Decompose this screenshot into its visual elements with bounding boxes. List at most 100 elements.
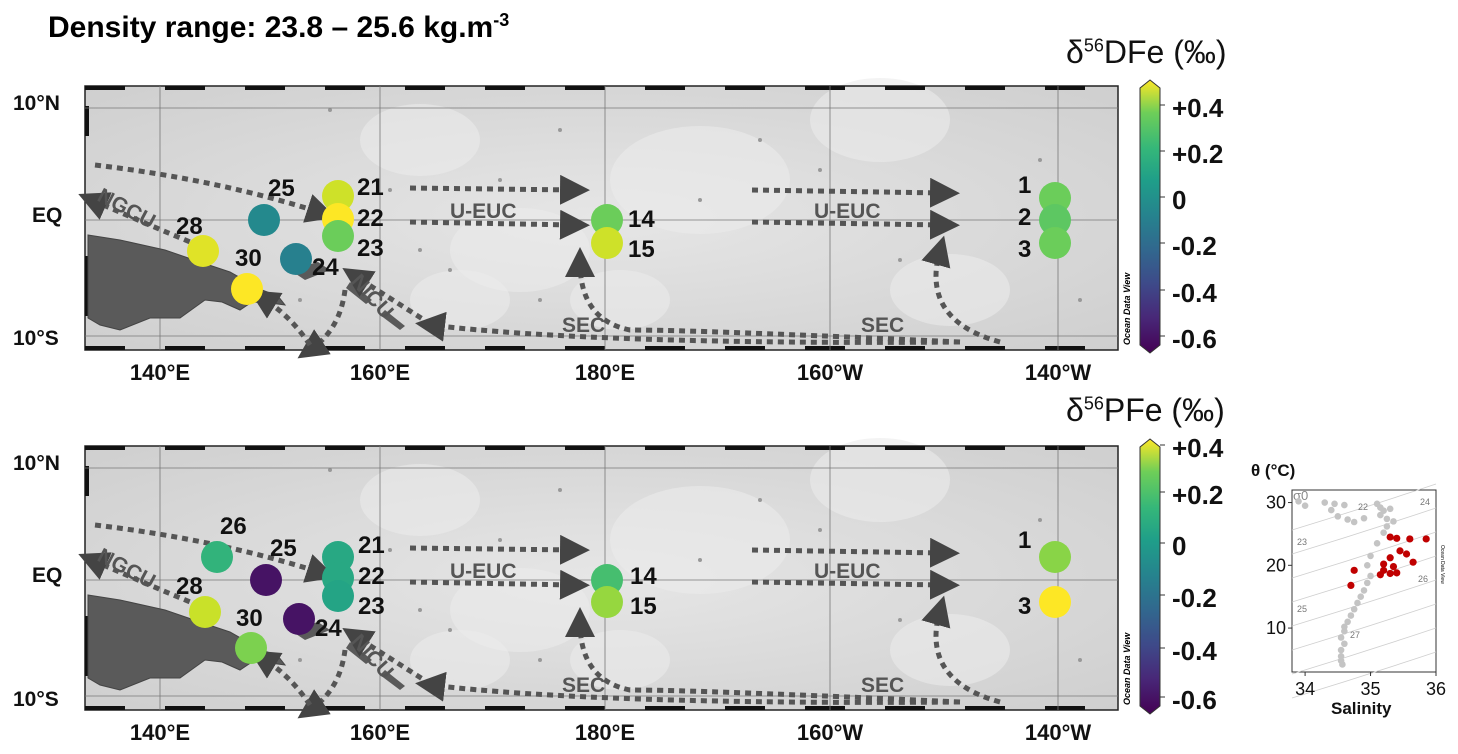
- frame-dash: [565, 706, 605, 710]
- isopycnal-line: [1291, 555, 1437, 603]
- solomon-islands-land: [380, 310, 405, 330]
- ts-xtick-label: 34: [1295, 679, 1315, 699]
- latitude-label: 10°N: [13, 92, 60, 115]
- ts-point-red: [1380, 560, 1388, 568]
- station-marker: [591, 227, 623, 259]
- current-arrow: [249, 650, 313, 707]
- station-marker: [322, 580, 354, 612]
- station-marker: [248, 204, 280, 236]
- frame-dash: [485, 706, 525, 710]
- ts-point-grey: [1334, 513, 1342, 520]
- ts-point-red: [1409, 558, 1417, 566]
- seafloor-relief: [360, 464, 480, 536]
- colorbar-tick-label: +0.2: [1172, 139, 1223, 169]
- ts-point-red: [1389, 562, 1398, 571]
- island-dot: [298, 658, 302, 662]
- frame-dash: [85, 466, 89, 496]
- island-dot: [758, 138, 762, 142]
- seafloor-relief: [410, 270, 510, 330]
- isopycnal-label: 27: [1350, 630, 1360, 640]
- island-dot: [698, 558, 702, 562]
- island-dot: [498, 178, 502, 182]
- island-dot: [1038, 518, 1042, 522]
- new-britain-land: [290, 262, 330, 280]
- island-dot: [448, 268, 452, 272]
- frame-dash: [565, 86, 605, 90]
- ts-point-red: [1386, 569, 1394, 578]
- ts-xtick-label: 36: [1426, 679, 1446, 699]
- ts-point-grey: [1373, 540, 1381, 547]
- seafloor-relief: [450, 568, 590, 652]
- longitude-label: 140°W: [1025, 360, 1092, 385]
- island-dot: [328, 108, 332, 112]
- ts-point-grey: [1363, 562, 1371, 569]
- colorbar-tick-label: -0.4: [1172, 636, 1217, 666]
- frame-dash: [325, 346, 365, 350]
- current-label: SEC: [562, 674, 605, 697]
- isopycnal-line: [1291, 627, 1437, 675]
- station-marker: [591, 204, 623, 236]
- colorbar-tick-label: +0.4: [1172, 93, 1224, 123]
- station-marker: [1039, 204, 1071, 236]
- frame-dash: [405, 446, 445, 450]
- frame-dash: [645, 86, 685, 90]
- colorbar-title-dfe: δ56DFe (‰): [1066, 34, 1227, 70]
- current-arrow: [921, 595, 1001, 705]
- frame-dash: [85, 346, 125, 350]
- station-marker: [591, 564, 623, 596]
- ts-point-red: [1393, 569, 1401, 577]
- frame-dash: [405, 346, 445, 350]
- ts-point-red: [1386, 554, 1394, 562]
- station-label: 23: [358, 593, 385, 620]
- longitude-label: 160°W: [797, 360, 864, 385]
- ts-point-grey: [1383, 523, 1391, 530]
- frame-dash: [565, 346, 605, 350]
- station-marker: [591, 586, 623, 618]
- island-dot: [1078, 298, 1082, 302]
- seafloor-relief: [570, 630, 670, 690]
- frame-dash: [965, 86, 1005, 90]
- ts-point-grey: [1344, 618, 1351, 626]
- isopycnal-label: 26: [1418, 574, 1428, 584]
- isopycnal-line: [1291, 531, 1437, 579]
- ts-ytick-label: 30: [1266, 493, 1286, 513]
- current-arrow: [921, 235, 1001, 345]
- isopycnal-line: [1291, 603, 1437, 651]
- frame-dash: [645, 346, 685, 350]
- frame-dash: [805, 346, 845, 350]
- ts-point-red: [1402, 550, 1411, 558]
- island-dot: [1078, 658, 1082, 662]
- ts-point-grey: [1360, 514, 1368, 522]
- current-arrow: [249, 290, 313, 347]
- station-label: 21: [357, 174, 384, 201]
- isopycnal-label: 24: [1420, 497, 1430, 507]
- station-marker: [231, 273, 263, 305]
- ts-point-grey: [1350, 605, 1358, 613]
- ts-point-grey: [1367, 552, 1374, 560]
- ts-point-red: [1406, 535, 1414, 543]
- station-marker: [322, 220, 354, 252]
- ts-odv-label: Ocean Data View: [1439, 545, 1445, 584]
- station-label: 25: [268, 175, 295, 202]
- seafloor-relief: [410, 630, 510, 690]
- longitude-label: 140°W: [1025, 720, 1092, 745]
- seafloor-relief: [360, 104, 480, 176]
- island-dot: [758, 498, 762, 502]
- island-dot: [558, 128, 562, 132]
- colorbar-tick-label: -0.4: [1172, 278, 1217, 308]
- island-dot: [818, 528, 822, 532]
- longitude-label: 180°E: [575, 720, 635, 745]
- frame-dash: [965, 446, 1005, 450]
- frame-dash: [885, 86, 925, 90]
- colorbar-tick-label: +0.2: [1172, 480, 1223, 510]
- station-label: 30: [235, 245, 262, 272]
- colorbar: [1139, 79, 1161, 354]
- frame-dash: [165, 346, 205, 350]
- longitude-label: 180°E: [575, 360, 635, 385]
- current-arrow: [409, 174, 590, 205]
- seafloor-relief: [890, 254, 1010, 326]
- station-marker: [322, 180, 354, 212]
- frame-dash: [1045, 706, 1085, 710]
- latitude-label: 10°S: [13, 327, 59, 350]
